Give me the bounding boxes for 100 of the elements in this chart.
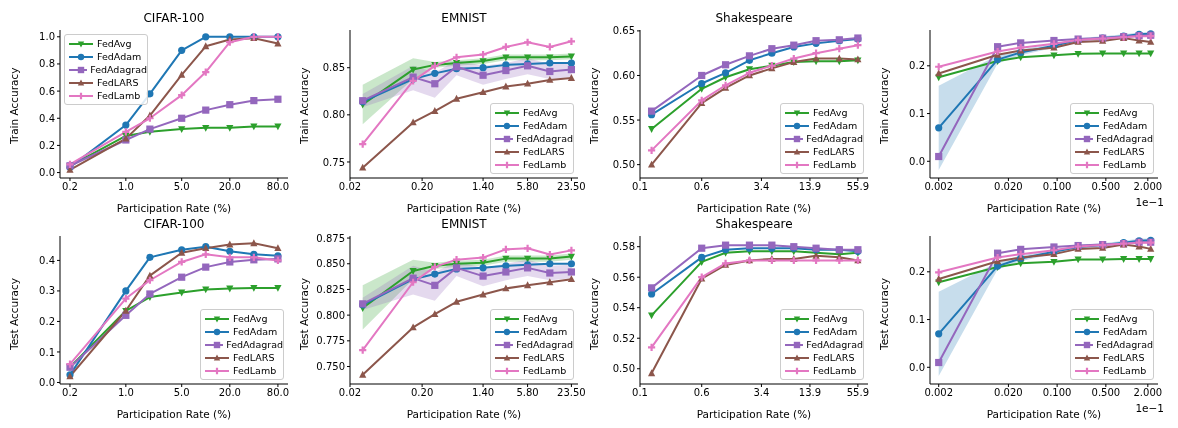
y-axis-title: Test Accuracy <box>877 278 890 351</box>
x-tick-label: 0.6 <box>693 387 710 399</box>
y-tick-label: 0.850 <box>316 258 345 270</box>
legend-label: FedAdam <box>523 326 568 337</box>
y-tick-label: 0.50 <box>612 159 635 171</box>
legend-label: FedAdagrad <box>806 339 863 350</box>
x-tick-label: 0.20 <box>410 181 434 193</box>
y-tick-label: 0.800 <box>316 309 345 321</box>
x-tick-label: 13.9 <box>798 181 822 193</box>
y-axis-title: Train Accuracy <box>297 67 310 145</box>
legend-label: FedAvg <box>97 38 132 49</box>
legend-label: FedLamb <box>813 159 857 170</box>
x-tick-label: 0.100 <box>1042 387 1072 399</box>
x-tick-label: 0.100 <box>1042 181 1072 193</box>
legend-label: FedAdam <box>813 326 858 337</box>
chart-title: EMNIST <box>440 217 488 231</box>
legend-label: FedLamb <box>813 365 857 376</box>
y-tick-label: 0.2 <box>39 139 55 151</box>
legend-label: FedLARS <box>523 352 565 363</box>
x-tick-label: 0.20 <box>410 387 434 399</box>
legend-label: FedAvg <box>1103 107 1138 118</box>
x-tick-label: 80.0 <box>266 387 290 399</box>
chart-title: Shakespeare <box>714 11 794 25</box>
legend-label: FedAvg <box>813 313 848 324</box>
x-axis-title: Participation Rate (%) <box>406 202 522 214</box>
x-tick-label: 0.020 <box>994 387 1023 399</box>
y-tick-label: 0.0 <box>909 155 925 167</box>
legend-label: FedLamb <box>523 159 567 170</box>
x-tick-label: 5.80 <box>516 387 539 399</box>
y-tick-label: 0.2 <box>909 60 925 72</box>
y-tick-label: 0.56 <box>612 271 635 283</box>
x-tick-label: 0.1 <box>632 181 648 193</box>
y-tick-label: 0.8 <box>39 58 55 70</box>
chart-title: Shakespeare <box>714 217 794 231</box>
x-tick-label: 0.2 <box>62 387 78 399</box>
chart-title: CIFAR-100 <box>142 11 206 25</box>
y-tick-label: 0.65 <box>612 25 635 37</box>
y-tick-label: 0.4 <box>39 112 55 124</box>
y-tick-label: 0.825 <box>316 283 345 295</box>
legend-label: FedLARS <box>813 146 855 157</box>
x-tick-label: 0.500 <box>1091 387 1121 399</box>
x-tick-label: 0.6 <box>693 181 710 193</box>
legend-label: FedLamb <box>97 90 141 101</box>
x-tick-label: 20.0 <box>218 181 241 193</box>
text: 1e−1 <box>1135 402 1164 414</box>
y-tick-label: 0.54 <box>612 302 635 314</box>
y-tick-label: 0.0 <box>39 377 55 389</box>
legend-label: FedLamb <box>233 365 277 376</box>
legend-label: FedAdagrad <box>516 339 573 350</box>
legend-label: FedAdagrad <box>226 339 283 350</box>
y-tick-label: 0.6 <box>39 85 55 97</box>
legend-label: FedAdam <box>1103 326 1148 337</box>
y-tick-label: 0.0 <box>909 361 925 373</box>
y-tick-label: 0.50 <box>612 363 635 375</box>
x-tick-label: 23.50 <box>557 387 586 399</box>
legend-label: FedAdam <box>233 326 278 337</box>
y-tick-label: 0.4 <box>39 254 55 266</box>
y-tick-label: 0.775 <box>316 335 345 347</box>
x-axis-title: Participation Rate (%) <box>116 408 232 420</box>
legend-label: FedAvg <box>523 313 558 324</box>
x-axis-title: Participation Rate (%) <box>406 408 522 420</box>
legend-label: FedLARS <box>813 352 855 363</box>
x-tick-label: 20.0 <box>218 387 241 399</box>
y-tick-label: 0.3 <box>39 285 55 297</box>
legend-label: FedAdam <box>1103 120 1148 131</box>
y-tick-label: 0.1 <box>39 346 55 358</box>
y-tick-label: 0.0 <box>39 167 55 179</box>
x-tick-label: 1.40 <box>471 181 495 193</box>
x-tick-label: 0.2 <box>62 181 78 193</box>
legend-label: FedAdam <box>523 120 568 131</box>
x-tick-label: 0.002 <box>924 181 954 193</box>
y-tick-label: 0.2 <box>909 266 925 278</box>
text: 1e−1 <box>1135 196 1164 208</box>
x-tick-label: 1.40 <box>471 387 495 399</box>
x-tick-label: 3.4 <box>753 387 770 399</box>
x-tick-label: 0.1 <box>632 387 648 399</box>
legend-label: FedAdagrad <box>1096 133 1153 144</box>
x-axis-title: Participation Rate (%) <box>986 202 1102 214</box>
chart-title: EMNIST <box>440 11 488 25</box>
legend-label: FedAdagrad <box>516 133 573 144</box>
y-axis-title: Test Accuracy <box>7 278 20 351</box>
legend-label: FedAvg <box>523 107 558 118</box>
x-tick-label: 0.02 <box>338 387 362 399</box>
y-tick-label: 0.750 <box>316 361 345 373</box>
legend-label: FedLARS <box>1103 352 1145 363</box>
y-tick-label: 0.85 <box>322 62 345 74</box>
y-tick-label: 1.0 <box>39 31 55 43</box>
x-axis-title: Participation Rate (%) <box>986 408 1102 420</box>
y-tick-label: 0.1 <box>909 314 925 326</box>
y-tick-label: 0.1 <box>909 108 925 120</box>
legend-label: FedAdam <box>813 120 858 131</box>
legend-label: FedAdagrad <box>806 133 863 144</box>
x-tick-label: 55.9 <box>846 387 870 399</box>
legend-label: FedAdam <box>97 51 142 62</box>
y-tick-label: 0.875 <box>316 232 345 244</box>
chart-title: CIFAR-100 <box>142 217 206 231</box>
x-tick-label: 0.02 <box>338 181 362 193</box>
legend-label: FedAvg <box>233 313 268 324</box>
legend-label: FedAdagrad <box>90 64 147 75</box>
x-tick-label: 80.0 <box>266 181 290 193</box>
